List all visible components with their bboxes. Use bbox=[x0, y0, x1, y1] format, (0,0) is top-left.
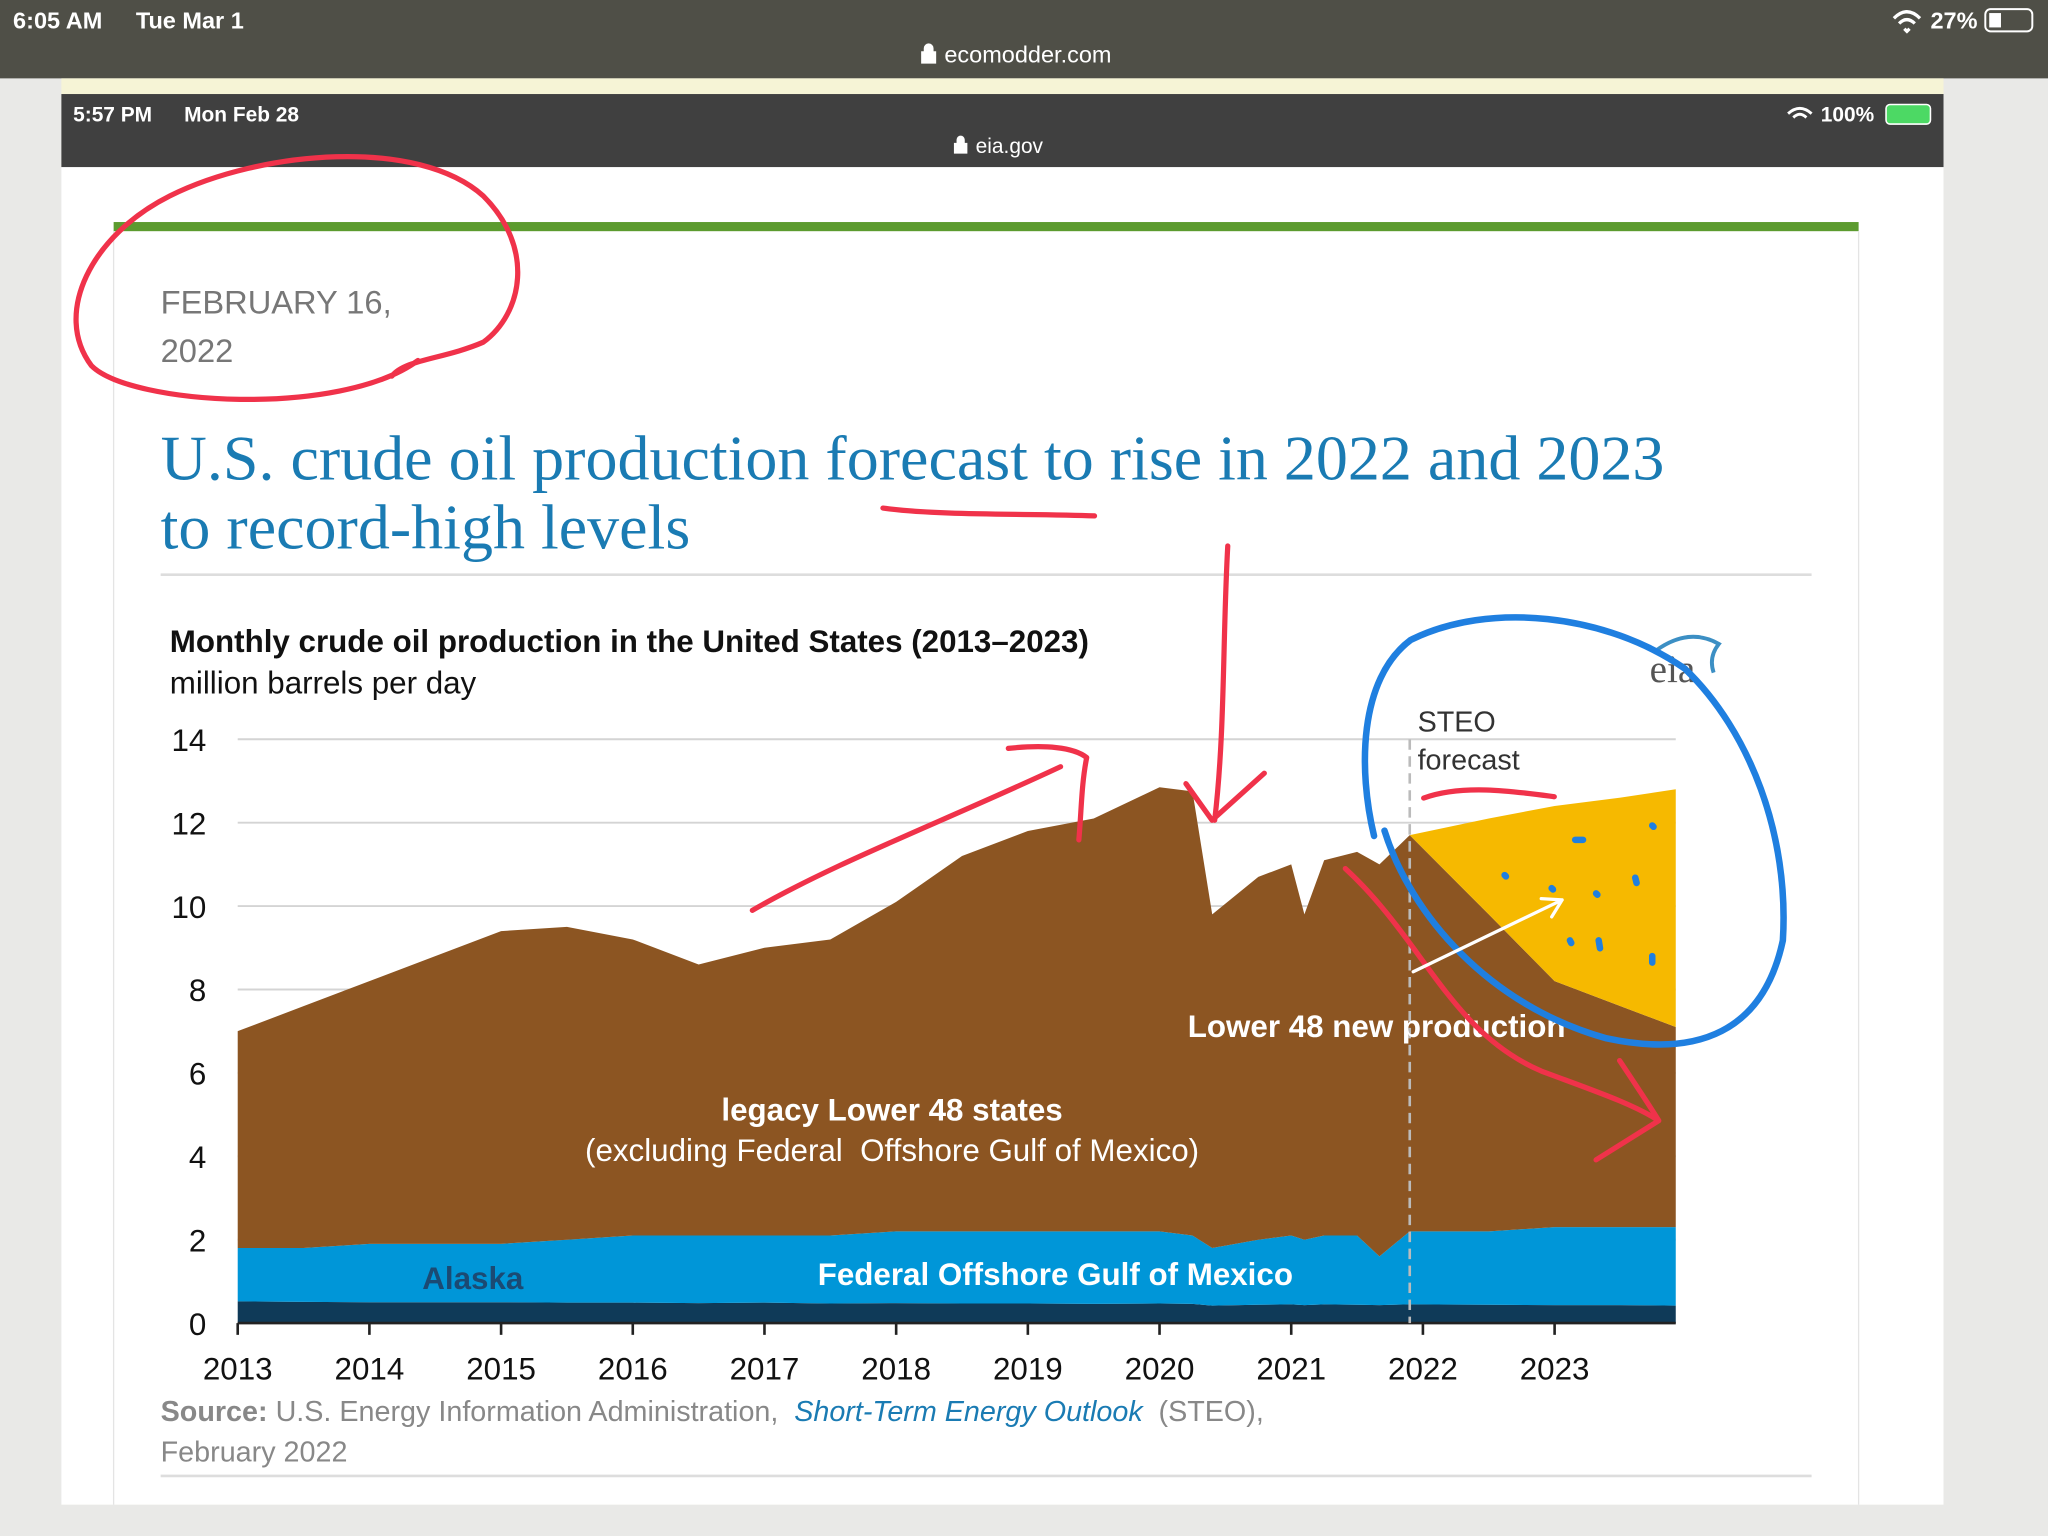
battery-fill bbox=[1989, 13, 2001, 28]
inner-date: Mon Feb 28 bbox=[184, 103, 299, 126]
area bbox=[237, 787, 1676, 1257]
y-tick-label: 0 bbox=[189, 1307, 206, 1342]
x-tick-label: 2020 bbox=[1125, 1351, 1195, 1386]
series-note: (excluding Federal Offshore Gulf of Mexi… bbox=[585, 1133, 1199, 1168]
series-label: Alaska bbox=[422, 1261, 524, 1296]
x-tick-label: 2016 bbox=[598, 1351, 668, 1386]
battery-icon bbox=[1984, 8, 2034, 33]
x-tick-label: 2019 bbox=[993, 1351, 1063, 1386]
chart-subtitle: million barrels per day bbox=[170, 666, 477, 701]
lock-icon bbox=[921, 43, 937, 64]
forecast-label: STEO bbox=[1418, 706, 1496, 738]
headline: to record-high levels bbox=[161, 492, 691, 563]
source-label: Source: bbox=[161, 1396, 268, 1428]
series-label: Lower 48 new production bbox=[1188, 1009, 1566, 1044]
series-label: legacy Lower 48 states bbox=[721, 1093, 1062, 1128]
red-circle bbox=[73, 153, 521, 402]
inner-time: 5:57 PM bbox=[73, 103, 152, 126]
time: 6:05 AM bbox=[13, 8, 102, 34]
series-label: Federal Offshore Gulf of Mexico bbox=[818, 1257, 1293, 1292]
y-tick-label: 6 bbox=[189, 1057, 206, 1092]
x-tick-label: 2018 bbox=[861, 1351, 931, 1386]
y-tick-label: 10 bbox=[172, 890, 207, 925]
area bbox=[237, 1301, 1676, 1324]
inner-lock-icon bbox=[953, 135, 968, 154]
inner-wifi-icon bbox=[1787, 106, 1813, 119]
article-date: 2022 bbox=[161, 332, 234, 369]
eia-logo-swoosh bbox=[1655, 634, 1722, 674]
x-tick-label: 2015 bbox=[466, 1351, 536, 1386]
white-arrow bbox=[1411, 896, 1564, 974]
x-tick-label: 2022 bbox=[1388, 1351, 1458, 1386]
url[interactable]: ecomodder.com bbox=[944, 42, 1111, 68]
red-arrow-rise bbox=[749, 744, 1090, 913]
x-tick-label: 2013 bbox=[203, 1351, 273, 1386]
y-tick-label: 8 bbox=[189, 973, 206, 1008]
area bbox=[237, 787, 1676, 1032]
source-link[interactable]: Short-Term Energy Outlook bbox=[794, 1396, 1144, 1428]
x-tick-label: 2021 bbox=[1256, 1351, 1326, 1386]
inner-status-bar bbox=[61, 94, 1944, 168]
y-tick-label: 2 bbox=[189, 1223, 206, 1258]
date: Tue Mar 1 bbox=[136, 8, 244, 34]
source: Source: U.S. Energy Information Administ… bbox=[161, 1396, 1264, 1428]
blue-dots bbox=[1501, 822, 1657, 966]
source-tail: (STEO), bbox=[1159, 1396, 1264, 1428]
wifi-icon bbox=[1892, 10, 1922, 34]
source-text: U.S. Energy Information Administration, bbox=[276, 1396, 779, 1428]
red-underline bbox=[1421, 787, 1557, 801]
inner-url[interactable]: eia.gov bbox=[976, 135, 1044, 158]
article-date: FEBRUARY 16, bbox=[161, 283, 392, 320]
battery-level: 27% bbox=[1930, 8, 1977, 34]
headline: U.S. crude oil production forecast to ri… bbox=[161, 422, 1665, 493]
plot: 0 2 4 6 8 10 12 14 2013 2014 2015 2016 2017 2018 2019 2… bbox=[172, 706, 1676, 1386]
red-arrow-down bbox=[1183, 543, 1267, 823]
inner-battery-icon bbox=[1885, 103, 1932, 125]
y-tick-label: 12 bbox=[172, 806, 207, 841]
area bbox=[237, 1227, 1676, 1306]
red-underline bbox=[880, 505, 1098, 519]
y-tick-label: 4 bbox=[189, 1140, 206, 1175]
red-arrow-decline bbox=[1342, 865, 1662, 1163]
x-tick-label: 2017 bbox=[730, 1351, 800, 1386]
source-date: February 2022 bbox=[161, 1437, 348, 1469]
chart-title: Monthly crude oil production in the Unit… bbox=[170, 624, 1089, 659]
hand-annotations bbox=[73, 153, 1787, 1163]
x-tick-label: 2014 bbox=[335, 1351, 405, 1386]
yellow-strip bbox=[61, 78, 1944, 95]
x-tick-label: 2023 bbox=[1520, 1351, 1590, 1386]
blue-loop bbox=[1361, 614, 1787, 1048]
inner-battery-level: 100% bbox=[1821, 103, 1875, 126]
status-bar bbox=[0, 0, 2048, 79]
y-tick-label: 14 bbox=[172, 723, 207, 758]
green-rule bbox=[113, 222, 1859, 232]
forecast-label: forecast bbox=[1418, 744, 1520, 776]
